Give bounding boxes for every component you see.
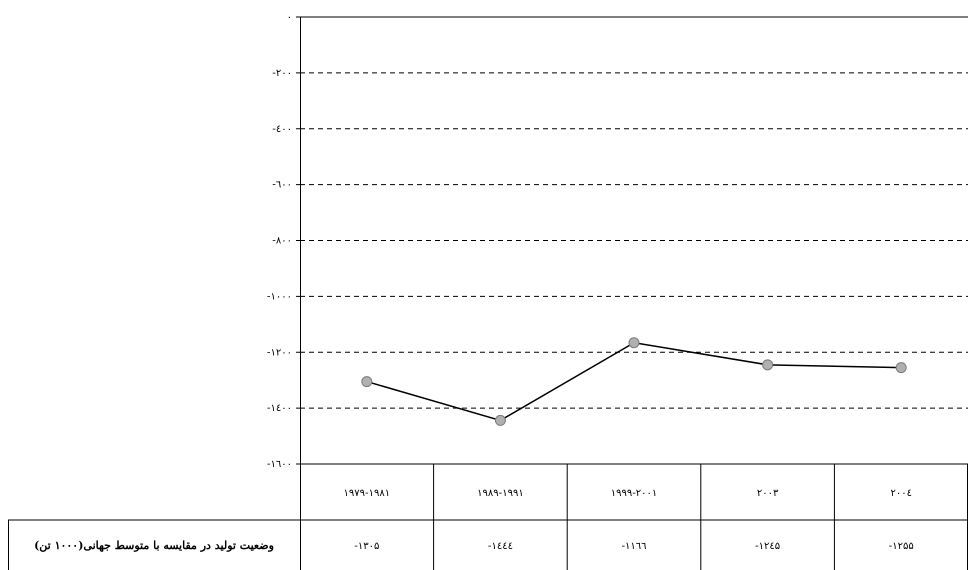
y-tick-label: -٤۰۰ xyxy=(272,124,292,135)
category-label: ۱۹۸۹-۱۹۹۱ xyxy=(477,488,524,499)
category-label: ۱۹۷۹-۱۹۸۱ xyxy=(344,488,391,499)
data-point xyxy=(762,359,774,371)
y-tick-label: -۱٤۰۰ xyxy=(267,403,292,414)
data-point xyxy=(361,376,373,388)
y-tick-label: -۱۰۰۰ xyxy=(267,291,292,302)
data-point xyxy=(895,362,907,374)
series-name: وضعیت تولید در مقایسه با متوسط جهانی(۱۰۰… xyxy=(34,539,274,552)
category-label: ۲۰۰۳ xyxy=(757,488,779,499)
y-tick-label: -٦۰۰ xyxy=(272,180,292,191)
y-tick-label: -۸۰۰ xyxy=(272,236,292,247)
category-label: ۲۰۰٤ xyxy=(890,488,911,499)
table-value: -۱۲۵۵ xyxy=(889,541,914,552)
y-tick-label: -۱٦۰۰ xyxy=(267,459,292,470)
table-value: -۱۱٦٦ xyxy=(621,541,646,552)
data-point xyxy=(494,414,506,426)
table-value: -۱۲٤۵ xyxy=(755,541,780,552)
y-tick-label: -۱۲۰۰ xyxy=(267,347,292,358)
data-point xyxy=(628,337,640,349)
series-line xyxy=(366,341,902,422)
table-value: -۱۳۰۵ xyxy=(354,541,379,552)
category-label: ۱۹۹۹-۲۰۰۱ xyxy=(611,488,658,499)
y-tick-label: -۲۰۰ xyxy=(272,68,292,79)
table-value: -۱٤٤٤ xyxy=(488,541,513,552)
y-tick-label: ۰ xyxy=(287,12,292,23)
